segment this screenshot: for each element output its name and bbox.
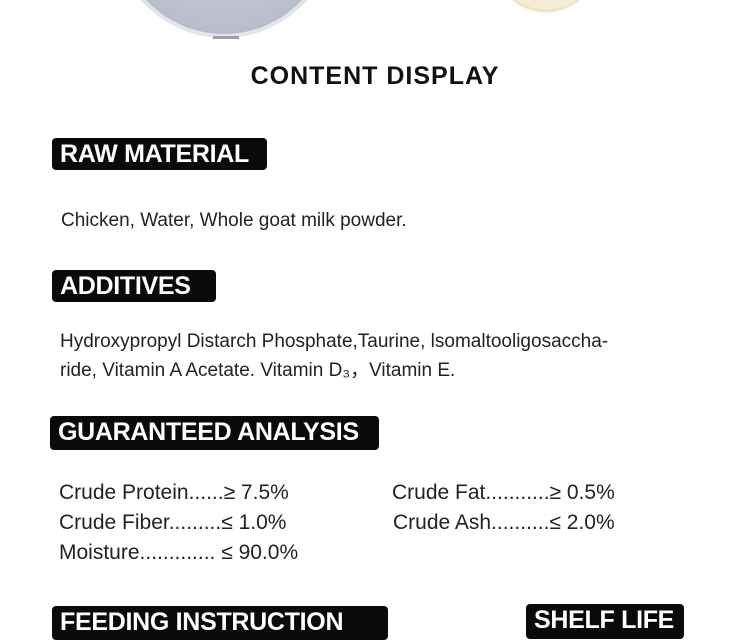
bowl-base xyxy=(213,36,239,39)
analysis-crude-protein: Crude Protein......≥ 7.5% xyxy=(59,481,289,504)
analysis-moisture: Moisture............. ≤ 90.0% xyxy=(59,541,299,564)
raw-material-text: Chicken, Water, Whole goat milk powder. xyxy=(61,210,407,231)
additives-line-1: Hydroxypropyl Distarch Phosphate,Taurine… xyxy=(60,331,609,352)
product-bowl-image xyxy=(112,0,336,38)
shelf-life-heading: SHELF LIFE xyxy=(526,604,684,639)
page-title: CONTENT DISPLAY xyxy=(250,62,500,90)
raw-material-heading: RAW MATERIAL xyxy=(52,138,267,170)
product-cream-image xyxy=(490,0,602,10)
analysis-crude-ash: Crude Ash..........≤ 2.0% xyxy=(393,511,615,534)
analysis-crude-fiber: Crude Fiber.........≤ 1.0% xyxy=(59,511,287,534)
guaranteed-analysis-heading: GUARANTEED ANALYSIS xyxy=(50,416,379,450)
analysis-crude-fat: Crude Fat...........≥ 0.5% xyxy=(392,481,615,504)
additives-heading: ADDITIVES xyxy=(52,270,216,302)
additives-line-2: ride, Vitamin A Acetate. Vitamin D₃，Vita… xyxy=(60,360,456,381)
feeding-instruction-heading: FEEDING INSTRUCTION xyxy=(52,606,388,640)
